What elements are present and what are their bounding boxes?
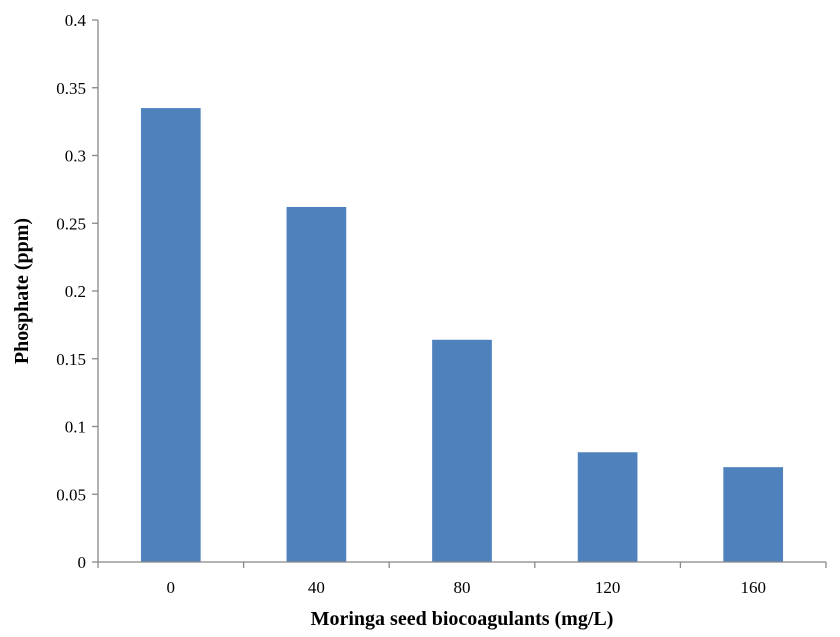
x-tick-label: 0 [167, 578, 176, 597]
y-tick-label: 0.3 [65, 147, 86, 166]
bar-40 [286, 206, 347, 563]
x-axis-ticks: 0 40 80 120 160 [97, 562, 827, 597]
y-tick-label: 0.15 [56, 350, 86, 369]
y-tick-label: 0.25 [56, 214, 86, 233]
y-tick-label: 0 [78, 553, 87, 572]
x-tick-label: 40 [308, 578, 325, 597]
bar-80 [432, 339, 492, 562]
bars-group [140, 108, 784, 563]
y-tick-label: 0.1 [65, 418, 86, 437]
x-axis-title: Moringa seed biocoagulants (mg/L) [311, 608, 614, 630]
y-axis-title: Phosphate (ppm) [11, 218, 33, 364]
y-tick-label: 0.35 [56, 79, 86, 98]
x-tick-label: 80 [454, 578, 471, 597]
y-tick-label: 0.05 [56, 485, 86, 504]
y-axis-ticks: 0 0.05 0.1 0.15 0.2 0.25 0.3 0.35 0.4 [56, 11, 98, 572]
x-tick-label: 160 [740, 578, 766, 597]
y-tick-label: 0.4 [65, 11, 87, 30]
bar-120 [577, 452, 638, 562]
x-tick-label: 120 [595, 578, 621, 597]
bar-160 [723, 467, 784, 562]
bar-0 [140, 108, 201, 562]
y-tick-label: 0.2 [65, 282, 86, 301]
